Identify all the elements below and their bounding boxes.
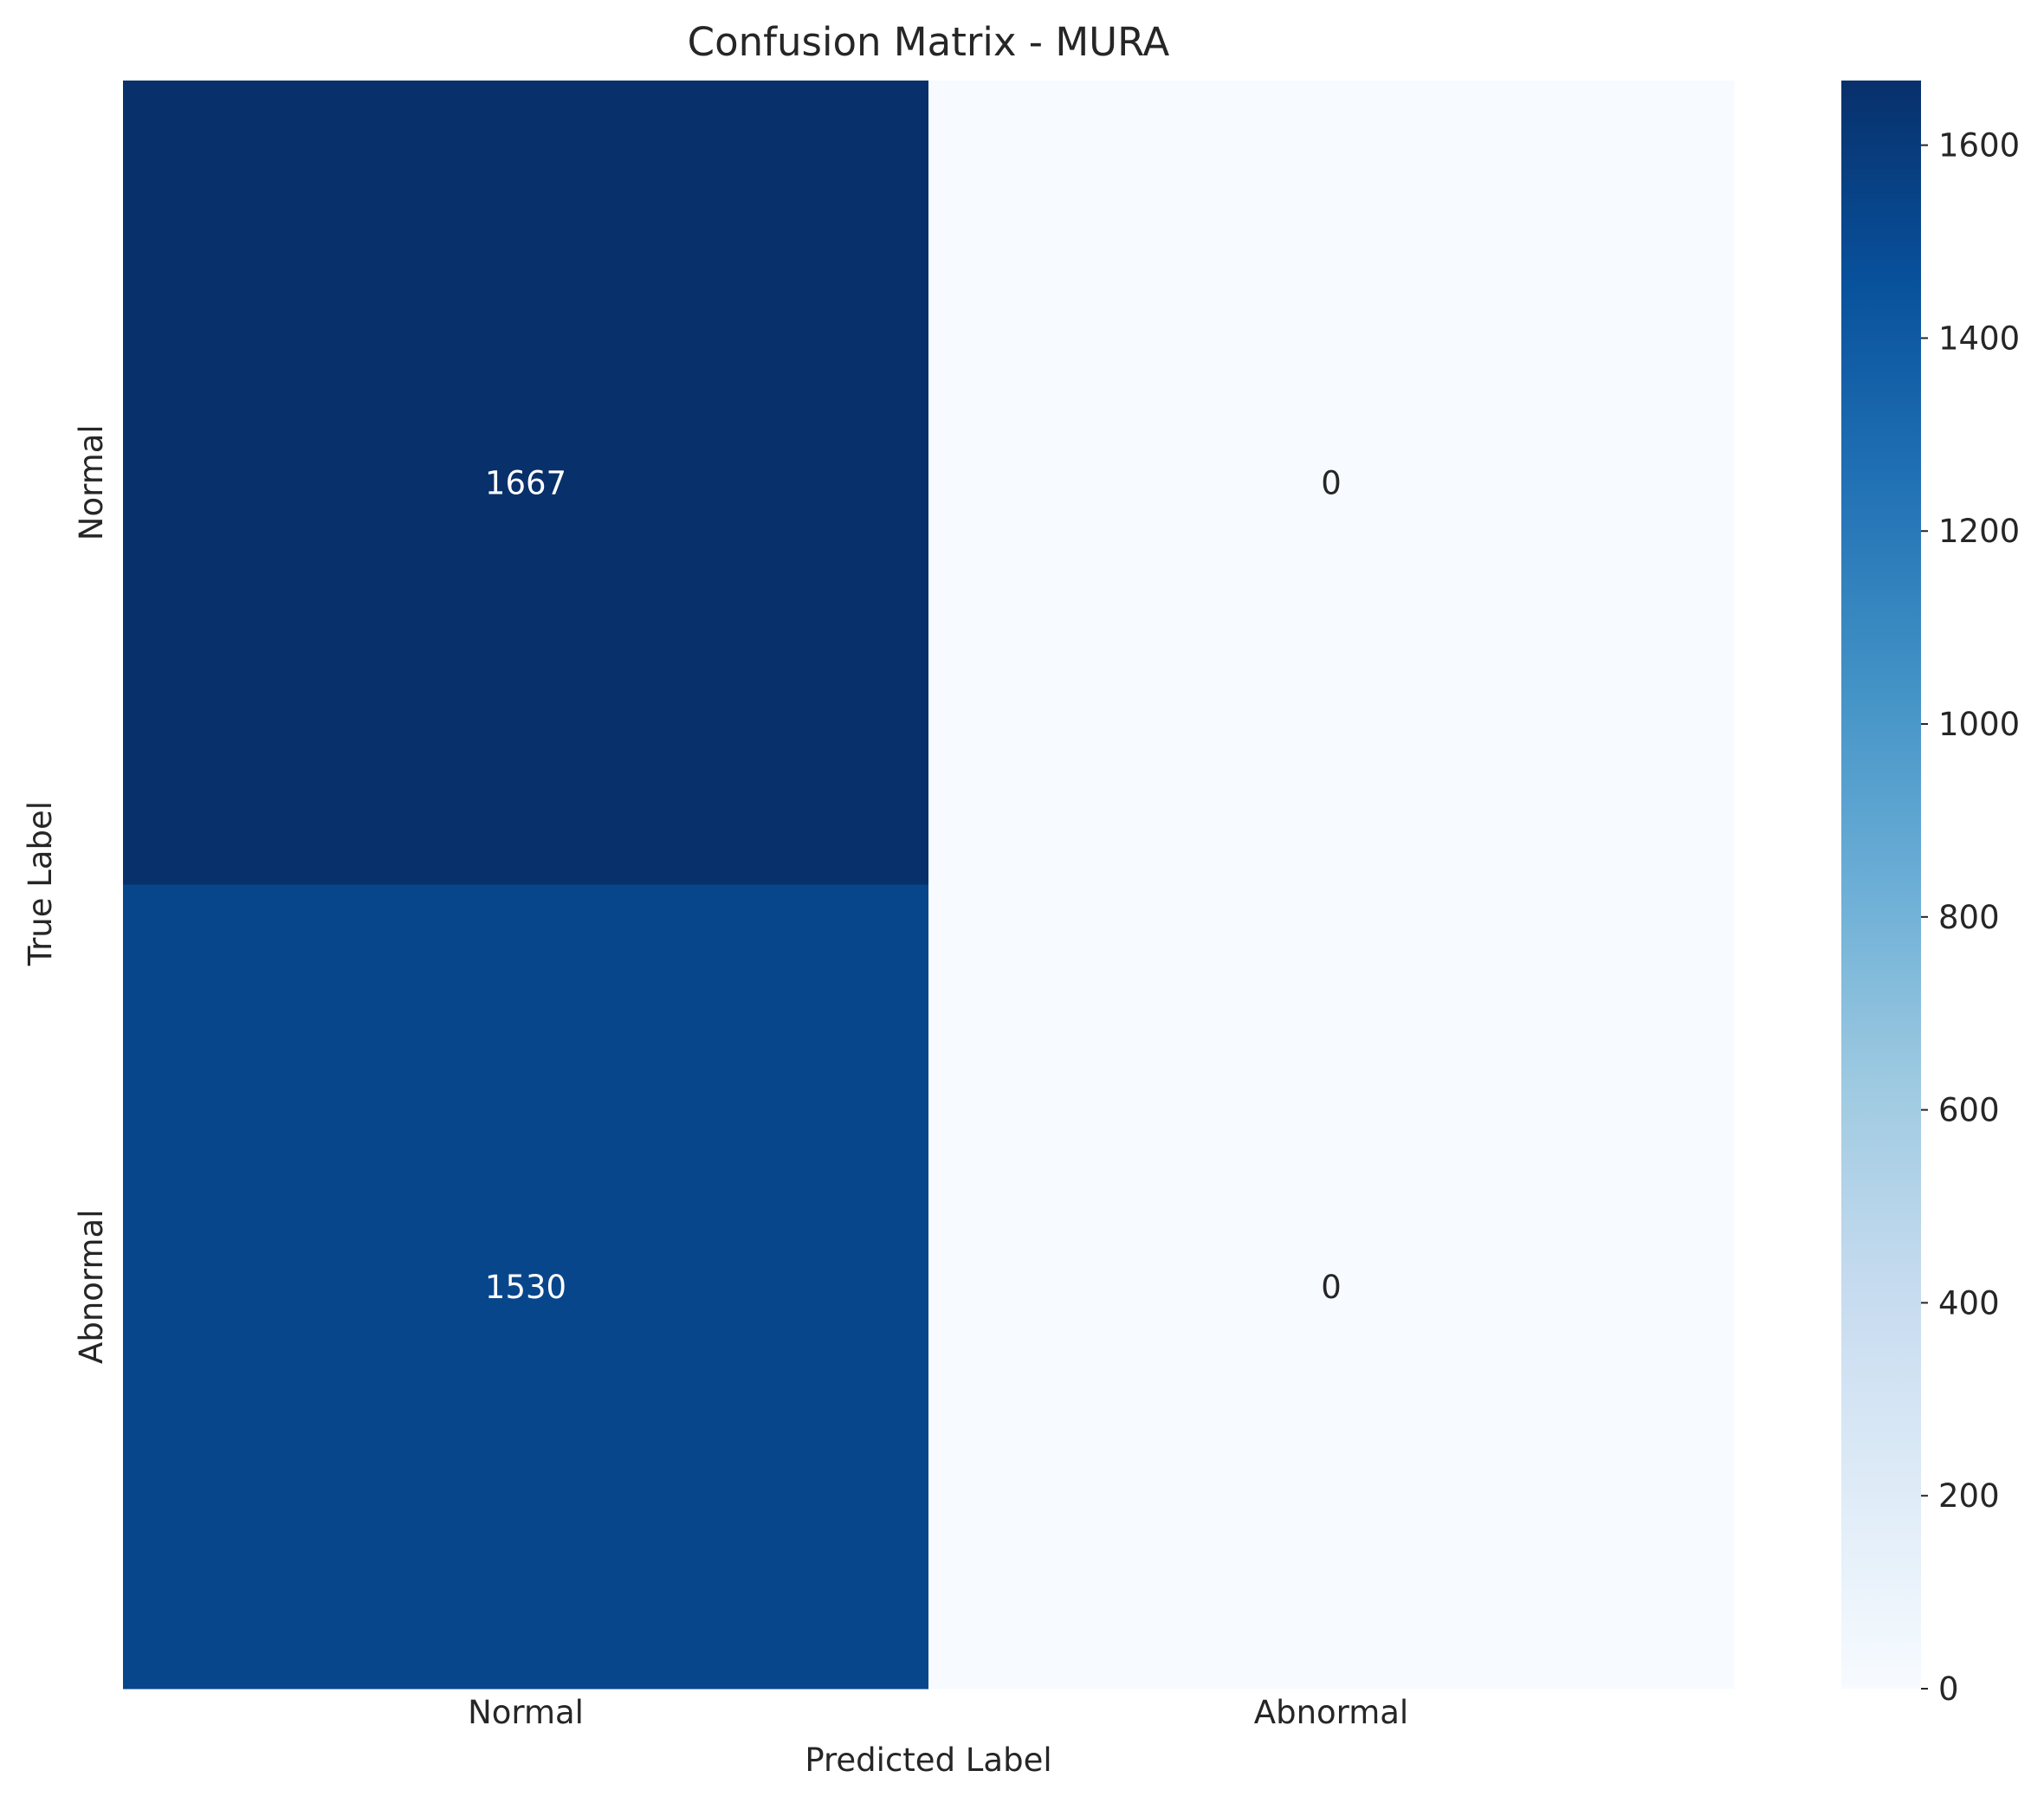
- colorbar-tick-label: 400: [1938, 1284, 2000, 1322]
- colorbar-tick-label: 1200: [1938, 513, 2020, 550]
- heatmap-cells: [123, 81, 1735, 1690]
- heatmap-cell-normal-abnormal: [928, 81, 1735, 885]
- cell-value-label: 0: [1321, 464, 1342, 501]
- y-axis-ticks: Normal Abnormal: [73, 424, 110, 1364]
- colorbar-tick-label: 0: [1938, 1671, 1959, 1708]
- cell-value-label: 0: [1321, 1269, 1342, 1306]
- y-tick-label: Abnormal: [73, 1210, 110, 1364]
- colorbar-ticks: 0 200 400 600 800 1000 1200 1400 1600: [1921, 127, 2020, 1708]
- y-axis-label: True Label: [22, 801, 59, 966]
- y-tick-label: Normal: [73, 424, 110, 540]
- colorbar: [1841, 81, 1921, 1689]
- x-tick-label: Abnormal: [1254, 1694, 1408, 1731]
- colorbar-tick-label: 600: [1938, 1092, 2000, 1129]
- colorbar-tick-label: 1600: [1938, 127, 2020, 165]
- colorbar-tick-label: 800: [1938, 899, 2000, 936]
- heatmap-cell-labels: 1667 0 1530 0: [485, 464, 1342, 1306]
- colorbar-tick-label: 1000: [1938, 706, 2020, 743]
- heatmap-cell-abnormal-normal: [123, 884, 929, 1690]
- heatmap-cell-normal-normal: [123, 81, 929, 885]
- cell-value-label: 1530: [485, 1269, 566, 1306]
- x-axis-label: Predicted Label: [805, 1742, 1051, 1779]
- x-axis-ticks: Normal Abnormal: [468, 1694, 1408, 1731]
- chart-title: Confusion Matrix - MURA: [688, 19, 1170, 65]
- heatmap-cell-abnormal-abnormal: [928, 884, 1735, 1690]
- cell-value-label: 1667: [485, 464, 566, 501]
- x-tick-label: Normal: [468, 1694, 584, 1731]
- colorbar-tick-label: 1400: [1938, 320, 2020, 357]
- colorbar-tick-label: 200: [1938, 1477, 2000, 1515]
